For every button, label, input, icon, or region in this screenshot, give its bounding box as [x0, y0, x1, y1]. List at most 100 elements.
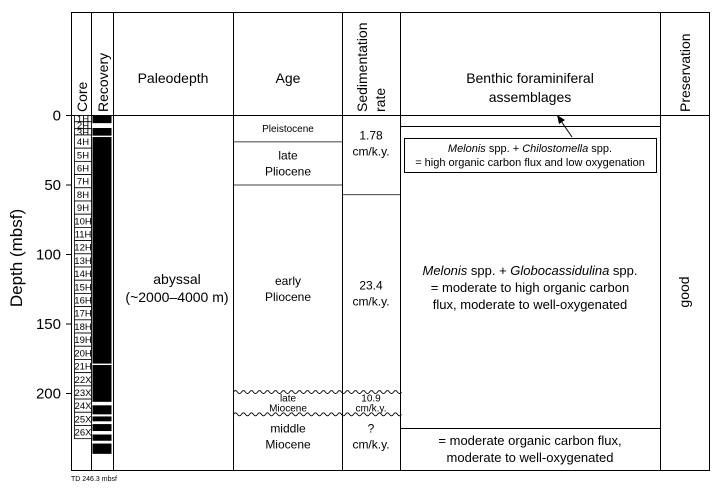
- axis-tick-label: 100: [36, 247, 61, 264]
- middle-line1: Melonis spp. + Globocassidulina spp.: [423, 263, 638, 278]
- rate-label: 1.78: [359, 128, 383, 142]
- rate-label: cm/k.y.: [352, 144, 389, 158]
- age-column: Pleistocene late Pliocene early Pliocene late…: [233, 124, 343, 451]
- header-paleodepth: Paleodepth: [138, 70, 209, 86]
- core-label: 11H: [75, 229, 92, 240]
- age-label: Miocene: [265, 437, 311, 451]
- core-label: 23X: [75, 388, 93, 399]
- middle-spp2: spp.: [609, 263, 637, 278]
- recovery-gap: [92, 123, 112, 129]
- rate-label: cm/k.y.: [352, 295, 389, 309]
- header-core: Core: [74, 81, 90, 112]
- axis-label: Depth (mbsf): [7, 209, 26, 307]
- axis-tick-label: 0: [53, 108, 61, 125]
- core-label: 17H: [74, 309, 92, 320]
- core-label: 8H: [77, 190, 89, 201]
- core-label: 12H: [74, 243, 92, 254]
- core-label: 13H: [74, 256, 92, 267]
- middle-genus1: Melonis: [423, 263, 468, 278]
- assemblage-box: [404, 138, 657, 173]
- core-label: 24X: [75, 401, 93, 412]
- recovery-gap: [92, 421, 112, 425]
- axis-tick-label: 200: [36, 386, 61, 403]
- box-genus1: Melonis: [448, 143, 486, 155]
- unconformity-wave: [233, 390, 402, 395]
- core-label: 25X: [75, 414, 93, 425]
- core-label: 5H: [77, 150, 89, 161]
- box-line1: Melonis spp. + Chilostomella spp.: [448, 143, 612, 155]
- rate-label: ?: [368, 421, 375, 435]
- box-spp2: spp.: [588, 143, 612, 155]
- core-label: 10H: [74, 216, 92, 227]
- core-label: 19H: [74, 335, 92, 346]
- paleodepth-line2: (~2000–4000 m): [125, 289, 228, 305]
- core-label: 9H: [77, 203, 89, 214]
- recovery-gap: [92, 414, 112, 417]
- age-label: early: [275, 274, 301, 288]
- unconformity-wave: [233, 412, 402, 417]
- age-label: middle: [270, 421, 306, 435]
- header-benthic-line2: assemblages: [489, 89, 572, 105]
- rate-label: cm/k.y.: [356, 404, 387, 415]
- box-spp1: spp. +: [486, 143, 522, 155]
- header-age: Age: [276, 70, 301, 86]
- header-preservation: Preservation: [677, 33, 693, 112]
- middle-line2: = moderate to high organic carbon: [431, 280, 629, 295]
- header-sed-rate-line2: rate: [372, 88, 388, 112]
- core-label: 2H: [77, 121, 89, 132]
- recovery-column: [92, 115, 112, 454]
- header-benthic-line1: Benthic foraminiferal: [466, 70, 594, 86]
- unconformity-lines: [233, 390, 402, 417]
- header-recovery: Recovery: [95, 53, 111, 112]
- core-label: 20H: [74, 348, 92, 359]
- middle-genus2: Globocassidulina: [510, 263, 609, 278]
- recovery-gap: [92, 135, 112, 138]
- core-label: 18H: [74, 322, 92, 333]
- paleodepth-cell: abyssal (~2000–4000 m): [125, 271, 228, 305]
- recovery-gap: [92, 440, 112, 444]
- column-headers: Core Recovery Paleodepth Age Sedimentati…: [74, 22, 693, 112]
- preservation-value: good: [676, 276, 692, 307]
- benthic-column: Melonis spp. + Chilostomella spp. = high…: [400, 115, 661, 465]
- core-label: 6H: [77, 163, 89, 174]
- lower-line1: = moderate organic carbon flux,: [438, 433, 621, 448]
- age-label: Pliocene: [265, 165, 311, 179]
- paleodepth-line1: abyssal: [153, 271, 200, 287]
- core-label: 7H: [77, 177, 89, 188]
- age-label: late: [278, 149, 298, 163]
- recovery-gap: [92, 401, 112, 406]
- core-label: 15H: [74, 282, 92, 293]
- header-sed-rate-line1: Sedimentation: [354, 22, 370, 112]
- recovery-gap: [92, 363, 112, 366]
- core-label: 16H: [74, 296, 92, 307]
- age-label: Pliocene: [265, 290, 311, 304]
- middle-line3: flux, moderate to well-oxygenated: [433, 297, 627, 312]
- core-label: 21H: [74, 362, 92, 373]
- depth-axis: Depth (mbsf) 0 50 100 150 200: [7, 108, 72, 403]
- core-label: 3H: [77, 127, 89, 138]
- core-label: 26X: [75, 428, 93, 439]
- rate-label: cm/k.y.: [352, 437, 389, 451]
- core-label: 4H: [77, 137, 89, 148]
- lower-line2: moderate to well-oxygenated: [447, 450, 614, 465]
- core-label: 14H: [74, 269, 92, 280]
- recovery-gap: [92, 431, 112, 435]
- age-label: Pleistocene: [262, 124, 314, 135]
- core-box: [74, 425, 92, 440]
- recovery-bar: [92, 115, 112, 454]
- axis-tick-label: 50: [44, 177, 61, 194]
- age-label: Miocene: [269, 404, 307, 415]
- sed-rate-column: 1.78cm/k.y.23.4cm/k.y.10.9cm/k.y.?cm/k.y…: [342, 128, 401, 451]
- rate-label: 10.9: [361, 394, 381, 405]
- core-label: 1H: [77, 114, 89, 125]
- axis-tick-label: 150: [36, 316, 61, 333]
- box-line2: = high organic carbon flux and low oxyge…: [415, 157, 645, 169]
- pointer-arrow: [557, 115, 573, 138]
- age-label: late: [280, 394, 297, 405]
- middle-spp1: spp. +: [467, 263, 510, 278]
- box-genus2: Chilostomella: [522, 143, 588, 155]
- core-label: 22X: [75, 375, 93, 386]
- rate-label: 23.4: [359, 279, 383, 293]
